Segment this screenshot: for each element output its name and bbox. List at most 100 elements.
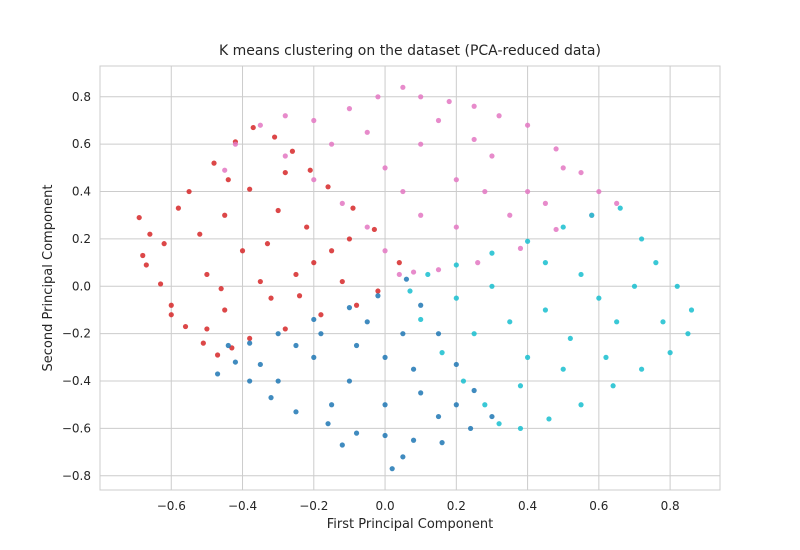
data-point [282,113,288,119]
data-point [578,169,584,176]
data-point [425,271,431,278]
data-point [639,236,645,242]
y-tick-label: 0.8 [72,90,91,104]
data-point [489,153,495,159]
data-point [204,271,210,278]
data-point [346,106,353,112]
data-point [346,236,353,242]
data-point [496,113,502,119]
y-tick-label: 0.2 [72,232,91,246]
y-tick-label: 0.4 [72,185,91,199]
data-point [147,231,153,237]
data-point [553,146,559,152]
data-point [364,224,370,230]
data-point [329,402,335,408]
data-point [418,141,424,147]
data-point [418,316,424,323]
data-point [453,262,459,268]
data-point [667,350,673,356]
data-point [353,302,360,308]
data-point [250,124,256,131]
data-point [218,286,224,292]
data-point [631,283,638,289]
data-point [471,103,477,109]
data-point [471,331,477,337]
data-point [382,248,388,254]
data-point [614,200,620,206]
data-point [168,312,174,318]
data-point [136,214,142,221]
data-point [293,271,299,278]
data-point [560,165,566,171]
plot-frame [99,65,721,491]
x-axis-ticks: −0.6 −0.4 −0.2 0.0 0.2 0.4 0.6 0.8 [157,499,680,513]
data-point [275,207,281,214]
data-point [222,167,228,173]
data-point [271,134,278,140]
data-point [410,269,417,275]
y-tick-label: 0.0 [72,279,91,293]
data-point [311,316,317,323]
data-point [418,302,424,308]
data-point [578,402,584,408]
data-point [489,250,495,256]
data-point [524,122,531,128]
data-point [567,335,573,342]
data-point [311,354,317,360]
data-point [168,302,174,308]
data-point [375,94,381,100]
data-point [471,136,477,143]
data-point [364,319,370,325]
y-axis-ticks: −0.8 −0.6 −0.4 −0.2 0.0 0.2 0.4 0.6 0.8 [62,90,91,483]
data-point [257,361,263,368]
data-point [143,262,149,268]
data-point [653,260,659,266]
data-point [257,122,263,128]
data-point [482,402,488,408]
x-tick-label: −0.6 [157,499,186,513]
data-point [382,432,388,439]
data-point [407,288,413,294]
data-point [560,366,566,372]
y-tick-label: −0.2 [62,327,91,341]
data-point [382,165,388,171]
data-point [482,188,488,195]
data-point [639,366,645,372]
data-point [325,421,331,427]
data-point [371,226,377,233]
chart-title: K means clustering on the dataset (PCA-r… [219,43,601,59]
data-point [453,177,459,183]
data-point [685,331,691,337]
data-point [517,425,524,432]
data-point [161,241,167,247]
data-point [247,186,253,192]
data-point [157,281,164,287]
data-point [453,361,459,368]
plot-area [100,66,720,490]
data-point [460,378,467,384]
data-point [339,278,345,285]
data-point [410,366,417,372]
data-point [603,354,609,360]
data-point [560,224,566,230]
data-point [453,295,459,301]
data-point [293,409,299,415]
data-point [282,169,288,176]
data-point [289,148,296,154]
data-point [496,421,502,427]
data-point [353,430,360,436]
scatter-points [136,84,695,472]
data-point [186,188,192,195]
data-point [296,293,303,299]
data-point [446,98,452,105]
x-axis-label: First Principal Component [327,517,494,532]
data-point [175,205,181,211]
data-point [617,205,623,211]
data-point [403,276,410,282]
y-tick-label: 0.6 [72,137,91,151]
data-point [375,288,381,294]
data-point [439,440,445,446]
data-point [140,252,146,259]
x-tick-label: 0.2 [447,499,466,513]
data-point [222,307,228,313]
